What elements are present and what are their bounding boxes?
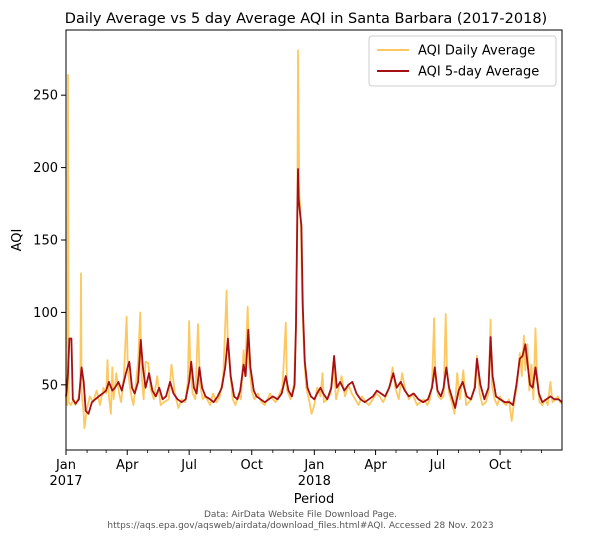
x-tick-label: Apr (364, 458, 387, 473)
legend: AQI Daily Average AQI 5-day Average (368, 35, 557, 87)
series-line-daily-average (65, 49, 563, 430)
x-tick-year-label: 2018 (298, 474, 331, 489)
x-tick-label: Jan (55, 458, 76, 473)
x-tick-label: Jul (180, 458, 197, 473)
plot-frame (65, 29, 563, 451)
legend-label: AQI 5-day Average (418, 65, 539, 80)
series-line-five-day-average (65, 168, 563, 415)
x-tick-label: Jan (303, 458, 324, 473)
y-tick-label: 50 (41, 378, 58, 393)
y-tick-label: 100 (33, 306, 58, 321)
caption-line-1: Data: AirData Website File Download Page… (204, 510, 397, 520)
y-tick-label: 150 (33, 234, 58, 249)
x-tick-label: Oct (241, 458, 263, 473)
legend-label: AQI Daily Average (418, 44, 535, 59)
plot-area (65, 49, 563, 430)
y-axis-title: AQI (10, 229, 25, 252)
data-source-caption: Data: AirData Website File Download Page… (0, 510, 601, 532)
x-axis-title: Period (294, 492, 335, 507)
x-tick-label: Jul (429, 458, 446, 473)
y-tick-label: 250 (33, 89, 58, 104)
x-tick-label: Oct (489, 458, 511, 473)
legend-box (368, 35, 557, 87)
y-tick-label: 200 (33, 161, 58, 176)
x-tick-year-label: 2017 (49, 474, 82, 489)
caption-line-2: https://aqs.epa.gov/aqsweb/airdata/downl… (107, 521, 494, 531)
chart-title: Daily Average vs 5 day Average AQI in Sa… (65, 11, 547, 27)
x-tick-label: Apr (116, 458, 139, 473)
y-axis: 50 100 150 200 250 (33, 89, 66, 393)
